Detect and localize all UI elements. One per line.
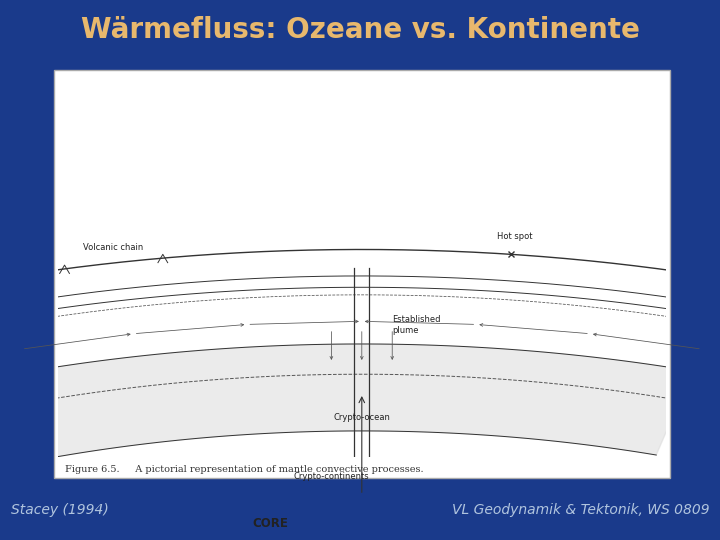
Text: Figure 6.5.     A pictorial representation of mantle convective processes.: Figure 6.5. A pictorial representation o… [65,464,423,474]
Text: Crypto-continents: Crypto-continents [294,472,369,481]
Text: Wärmefluss: Ozeane vs. Kontinente: Wärmefluss: Ozeane vs. Kontinente [81,16,639,44]
Text: VL Geodynamik & Tektonik, WS 0809: VL Geodynamik & Tektonik, WS 0809 [451,503,709,517]
Polygon shape [0,344,693,497]
Text: CORE: CORE [253,517,289,530]
Text: Crypto-ocean: Crypto-ocean [333,413,390,422]
Text: Established
plume: Established plume [392,315,441,335]
Bar [54,70,670,478]
Text: Stacey (1994): Stacey (1994) [11,503,109,517]
Text: Volcanic chain: Volcanic chain [84,242,144,252]
Text: Hot spot: Hot spot [497,232,532,241]
